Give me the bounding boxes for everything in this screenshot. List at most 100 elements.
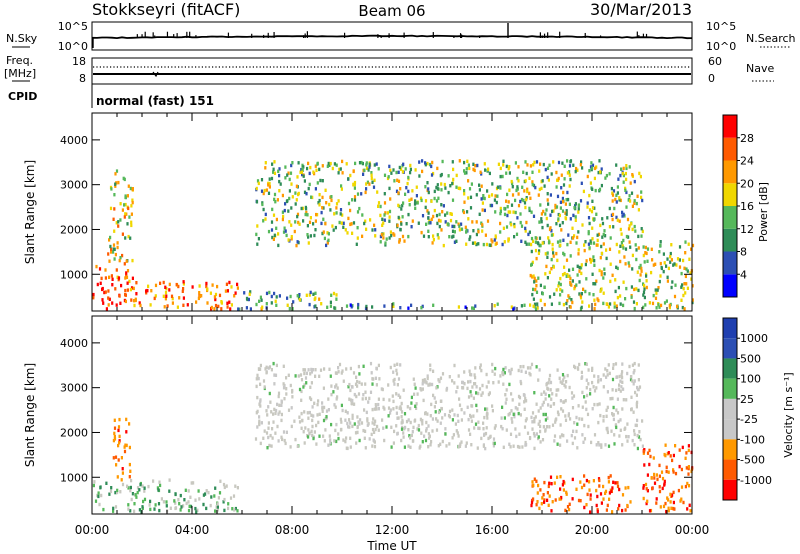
vel-range-cell — [272, 412, 275, 416]
power-range-cell — [146, 288, 149, 293]
vel-range-cell — [597, 380, 600, 384]
power-range-cell — [633, 287, 636, 292]
power-range-cell — [552, 254, 555, 258]
power-range-cell — [549, 193, 552, 197]
vel-range-cell — [477, 426, 480, 430]
vel-range-cell — [416, 392, 419, 396]
vel-range-cell — [174, 506, 178, 510]
power-range-cell — [625, 190, 628, 195]
vel-range-cell — [658, 463, 661, 468]
power-range-cell — [432, 214, 435, 219]
vel-range-cell — [581, 433, 584, 437]
power-range-cell — [458, 228, 461, 232]
power-range-cell — [345, 162, 348, 166]
power-range-cell — [614, 289, 617, 294]
vel-range-cell — [141, 505, 144, 509]
power-range-cell — [131, 276, 134, 280]
vel-range-cell — [362, 364, 365, 368]
power-range-cell — [312, 292, 315, 296]
nave-tick-top: 60 — [708, 55, 722, 68]
power-range-cell — [496, 194, 499, 198]
power-range-cell — [684, 251, 687, 255]
vel-range-cell — [613, 433, 616, 437]
power-range-cell — [164, 285, 167, 289]
power-range-cell — [123, 262, 126, 266]
power-range-cell — [474, 304, 477, 308]
power-range-cell — [440, 228, 443, 232]
power-range-cell — [539, 298, 542, 303]
vel-range-cell — [556, 475, 559, 479]
vel-range-cell — [600, 445, 603, 449]
power-range-cell — [301, 206, 305, 211]
vel-range-cell — [552, 402, 556, 406]
power-range-cell — [546, 175, 549, 180]
vel-range-cell — [345, 446, 348, 450]
power-range-cell — [528, 242, 531, 246]
date-label: 30/Mar/2013 — [590, 0, 692, 19]
power-range-cell — [637, 288, 640, 293]
power-range-cell — [588, 246, 591, 250]
vel-range-cell — [335, 422, 338, 427]
power-range-cell — [611, 273, 614, 277]
vel-range-cell — [129, 485, 132, 490]
vel-range-cell — [493, 441, 496, 446]
vel-range-cell — [434, 400, 437, 404]
power-range-cell — [317, 201, 320, 205]
power-panel-frame — [91, 112, 693, 312]
vel-range-cell — [381, 418, 384, 422]
velocity-colorbar-label: Velocity [m s⁻¹] — [782, 372, 795, 457]
x-tick-label: 08:00 — [275, 523, 310, 537]
power-range-cell — [302, 174, 305, 178]
vel-range-cell — [373, 422, 376, 426]
vel-range-cell — [370, 432, 373, 437]
vel-range-cell — [609, 474, 612, 478]
vel-range-cell — [575, 415, 578, 420]
power-range-cell — [582, 287, 585, 291]
vel-range-cell — [597, 441, 600, 445]
power-range-cell — [186, 303, 189, 307]
power-range-cell — [506, 205, 509, 209]
power-range-cell — [182, 280, 185, 284]
vel-range-cell — [363, 408, 366, 412]
vel-range-cell — [187, 500, 190, 504]
power-range-cell — [206, 287, 209, 291]
power-range-cell — [635, 287, 638, 291]
vel-range-cell — [303, 441, 306, 445]
power-range-cell — [499, 230, 502, 234]
power-range-cell — [305, 192, 308, 196]
power-range-cell — [464, 305, 467, 309]
vel-range-cell — [289, 383, 292, 388]
power-range-cell — [109, 206, 113, 211]
power-range-cell — [546, 223, 549, 228]
power-range-cell — [171, 301, 174, 305]
vel-range-cell — [372, 438, 375, 442]
vel-range-cell — [142, 499, 145, 504]
vel-range-cell — [375, 407, 378, 411]
power-range-cell — [108, 259, 111, 263]
power-range-cell — [302, 219, 305, 223]
vel-range-cell — [641, 444, 644, 448]
power-range-cell — [92, 292, 95, 297]
power-range-cell — [565, 258, 569, 262]
power-range-cell — [113, 193, 116, 197]
power-range-cell — [650, 270, 653, 275]
power-range-cell — [546, 192, 549, 196]
power-range-cell — [516, 216, 519, 220]
power-range-cell — [424, 185, 427, 189]
vel-range-cell — [525, 417, 528, 421]
power-range-cell — [470, 182, 473, 186]
power-range-cell — [566, 159, 569, 163]
power-range-cell — [595, 279, 598, 283]
vel-range-cell — [400, 410, 404, 414]
vel-range-cell — [651, 486, 654, 491]
power-range-cell — [287, 209, 290, 213]
power-range-cell — [290, 206, 293, 210]
vel-range-cell — [371, 382, 374, 386]
power-range-cell — [684, 240, 687, 244]
power-range-cell — [365, 187, 368, 191]
power-range-cell — [107, 296, 110, 300]
vel-range-cell — [557, 388, 560, 392]
vel-range-cell — [366, 423, 369, 427]
power-range-cell — [120, 283, 123, 288]
power-range-cell — [630, 191, 634, 195]
